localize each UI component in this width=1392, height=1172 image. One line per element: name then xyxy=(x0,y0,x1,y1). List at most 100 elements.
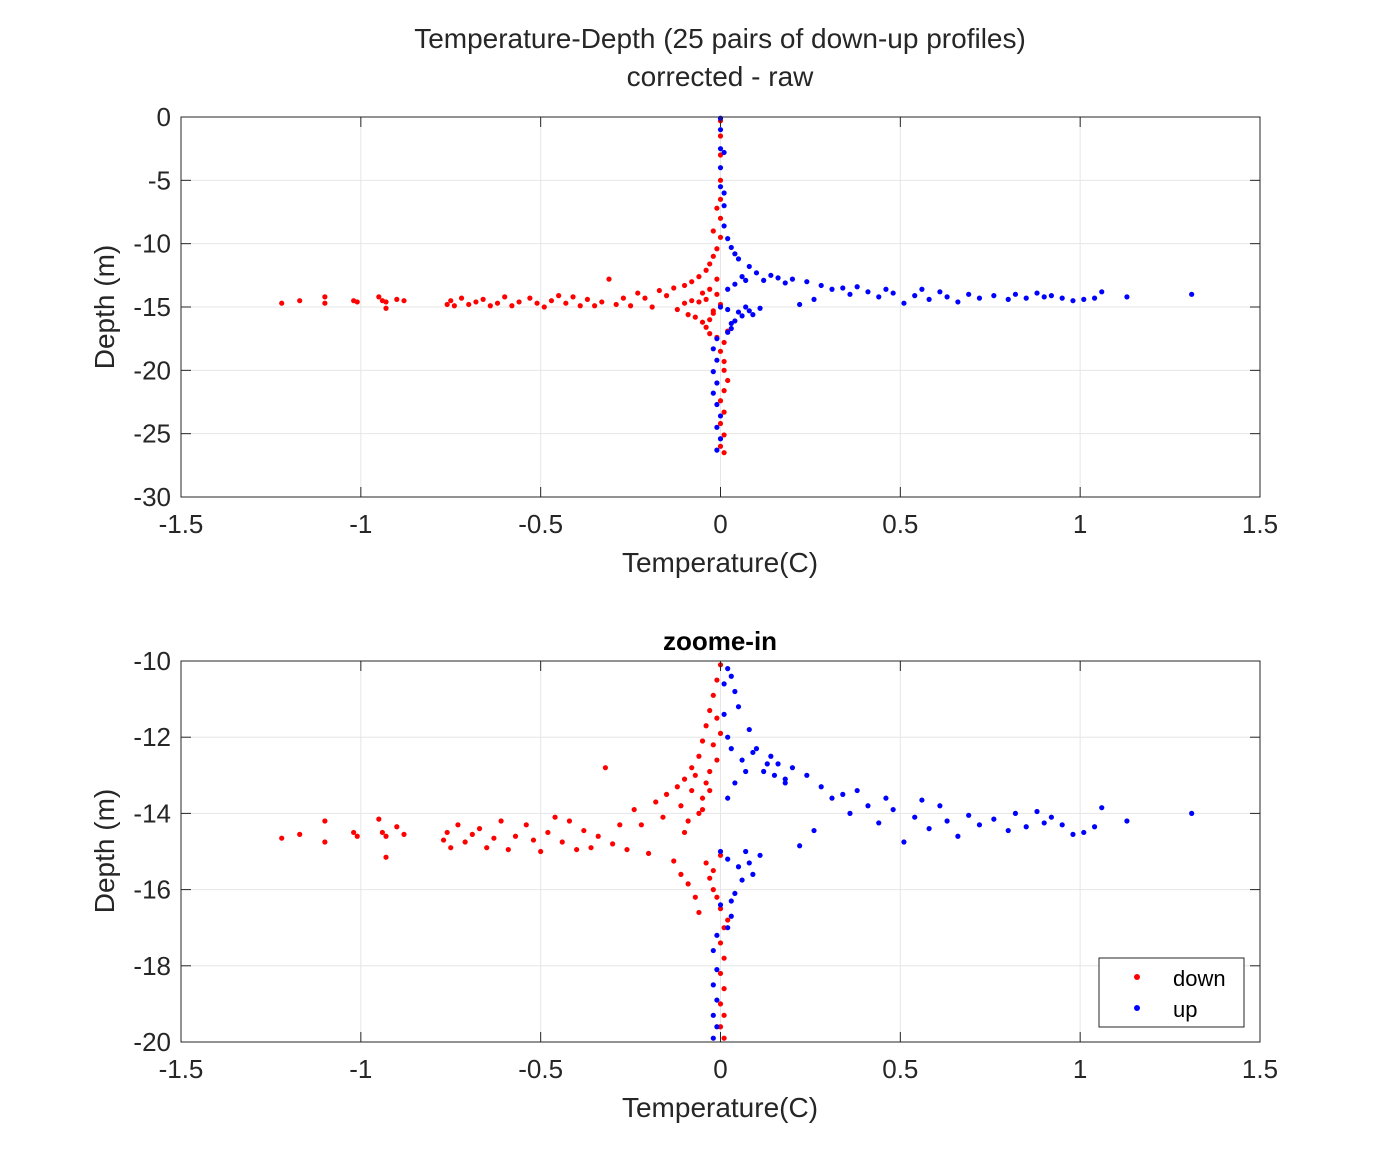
down-point xyxy=(624,846,630,853)
up-point xyxy=(1041,294,1047,300)
plot-top-ylabel: Depth (m) xyxy=(89,245,120,369)
down-point xyxy=(717,196,724,202)
down-point xyxy=(714,677,720,683)
up-point xyxy=(771,772,778,778)
up-point xyxy=(714,357,720,363)
plot-bottom-title: zoome-in xyxy=(663,626,777,656)
x-tick-label: 0 xyxy=(713,509,727,539)
up-point xyxy=(797,843,803,849)
up-point xyxy=(937,289,943,295)
up-point xyxy=(746,860,752,866)
up-point xyxy=(955,299,961,305)
down-point xyxy=(671,858,677,864)
down-point xyxy=(383,854,389,860)
down-point xyxy=(707,261,713,267)
down-point xyxy=(606,276,612,282)
up-point xyxy=(728,320,734,327)
down-point xyxy=(570,294,576,300)
up-point xyxy=(725,666,731,672)
down-point xyxy=(721,409,727,415)
y-tick-label: -20 xyxy=(133,355,171,385)
legend-up-marker xyxy=(1134,1005,1140,1011)
up-point xyxy=(725,856,731,862)
up-point xyxy=(1070,298,1076,304)
down-point xyxy=(707,707,713,714)
up-point xyxy=(775,761,781,767)
up-point xyxy=(710,947,716,954)
down-point xyxy=(717,215,724,221)
down-point xyxy=(505,846,511,853)
down-point xyxy=(717,177,724,183)
up-point xyxy=(732,890,738,897)
up-point xyxy=(1023,824,1029,830)
down-point xyxy=(552,814,558,820)
down-point xyxy=(491,835,497,841)
up-point xyxy=(818,282,824,289)
down-point xyxy=(440,837,447,843)
up-point xyxy=(1189,810,1195,817)
up-point xyxy=(732,780,738,786)
up-point xyxy=(721,190,727,196)
up-point xyxy=(739,877,745,883)
up-point xyxy=(721,149,727,156)
down-point xyxy=(455,822,461,828)
up-point xyxy=(840,285,846,291)
down-point xyxy=(444,301,450,308)
up-point xyxy=(743,848,749,855)
x-tick-label: -1 xyxy=(349,1054,372,1084)
down-point xyxy=(699,319,706,325)
down-point xyxy=(717,940,724,946)
down-point xyxy=(502,294,508,300)
down-point xyxy=(707,286,713,292)
down-point xyxy=(703,723,709,729)
up-point xyxy=(865,803,871,809)
down-point xyxy=(696,810,702,817)
down-point xyxy=(610,841,616,847)
up-point xyxy=(854,284,860,290)
down-point xyxy=(689,765,695,771)
up-point xyxy=(732,251,738,257)
up-point xyxy=(1070,831,1076,837)
down-point xyxy=(351,829,357,836)
up-point xyxy=(757,305,763,311)
down-point xyxy=(717,420,724,427)
up-point xyxy=(710,369,716,375)
up-point xyxy=(761,277,767,283)
y-tick-label: 0 xyxy=(157,102,171,132)
up-point xyxy=(944,294,950,300)
down-point xyxy=(663,293,670,299)
up-point xyxy=(753,270,760,276)
down-point xyxy=(279,300,285,306)
up-point xyxy=(725,925,731,931)
up-point xyxy=(714,997,720,1003)
x-tick-label: 0.5 xyxy=(882,509,918,539)
legend-down-marker xyxy=(1134,974,1140,980)
down-point xyxy=(530,837,537,843)
down-point xyxy=(699,290,706,296)
up-point xyxy=(876,294,882,300)
down-point xyxy=(541,304,547,310)
down-point xyxy=(383,299,389,305)
up-point xyxy=(746,726,752,733)
down-point xyxy=(714,246,720,252)
down-point xyxy=(703,267,709,273)
up-point xyxy=(721,681,727,687)
down-point xyxy=(689,787,695,794)
down-point xyxy=(645,850,652,857)
down-point xyxy=(394,824,400,830)
down-point xyxy=(469,831,475,837)
down-point xyxy=(721,1035,727,1041)
up-point xyxy=(743,768,749,775)
down-point xyxy=(376,294,382,300)
down-point xyxy=(721,367,727,373)
down-point xyxy=(710,887,716,893)
down-point xyxy=(451,303,457,309)
down-point xyxy=(297,831,303,837)
down-point xyxy=(710,742,716,748)
up-point xyxy=(750,312,756,318)
down-point xyxy=(717,443,724,449)
down-point xyxy=(638,822,644,828)
up-point xyxy=(717,413,724,419)
up-point xyxy=(818,784,824,790)
up-point xyxy=(725,329,731,335)
